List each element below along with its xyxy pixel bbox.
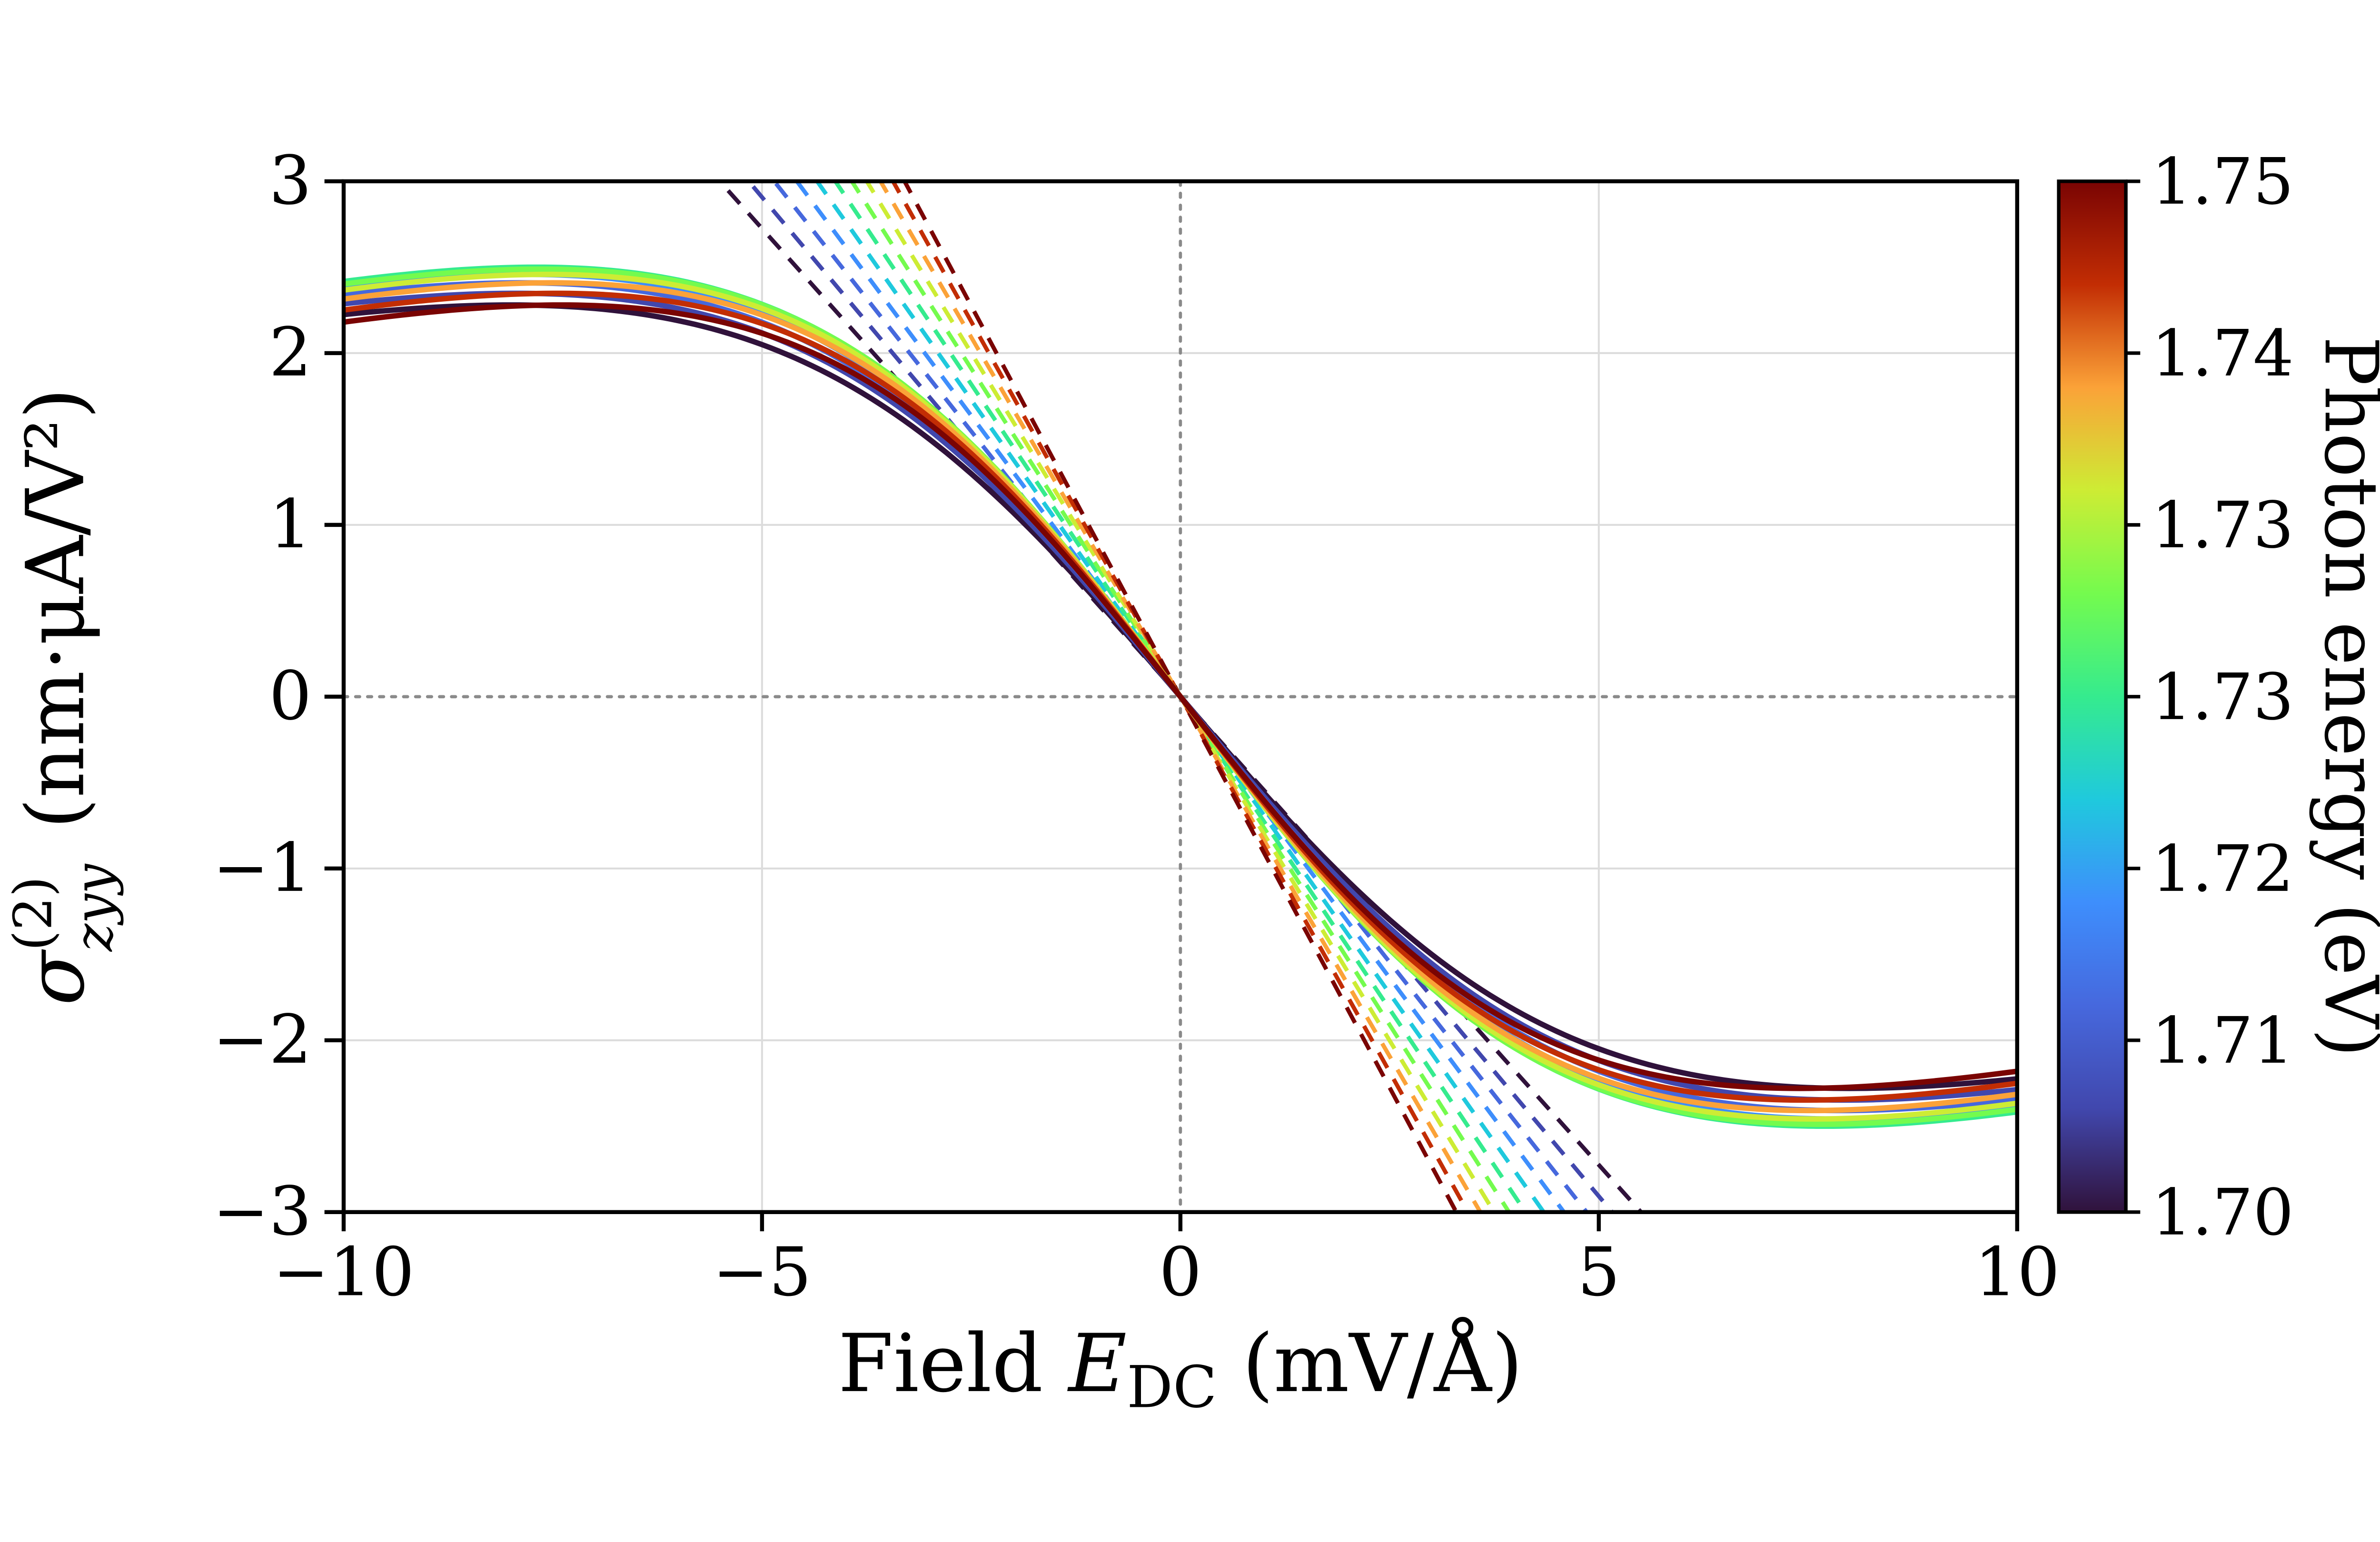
x-tick-label: −10 [273, 1233, 415, 1311]
y-tick-label: 3 [269, 142, 312, 220]
colorbar-label: Photon energy (eV) [2308, 336, 2380, 1057]
y-tick-label: −1 [213, 829, 312, 907]
colorbar-tick-label: 1.72 [2152, 831, 2294, 906]
y-axis-label: σ(2)zyy (nm·μA/V²) [2, 388, 125, 1006]
y-tick-label: −3 [213, 1173, 312, 1251]
x-axis-label: Field EDC (mV/Å) [838, 1316, 1523, 1421]
conductivity-curve [343, 302, 2017, 1091]
colorbar-tick-label: 1.70 [2152, 1175, 2294, 1250]
colorbar: 1.75 1.74 1.73 1.73 1.72 1.71 1.70 Photon energ… [2057, 144, 2380, 1250]
colorbar-tick-label: 1.71 [2152, 1003, 2294, 1078]
y-tick-label: 0 [269, 657, 312, 735]
x-tick-label: −5 [713, 1233, 812, 1311]
y-tick-label: 2 [269, 314, 312, 392]
colorbar-tick-label: 1.74 [2152, 316, 2294, 391]
curves [343, 181, 2017, 1212]
x-tick-label: 5 [1577, 1233, 1620, 1311]
colorbar-tick-label: 1.73 [2152, 660, 2294, 734]
y-tick-label: −2 [213, 1001, 312, 1079]
colorbar-tick-label: 1.75 [2152, 144, 2294, 219]
colorbar-tick-label: 1.73 [2152, 488, 2294, 563]
x-tick-label: 0 [1159, 1233, 1202, 1311]
y-tick-label: 1 [269, 485, 312, 563]
x-tick-label: 10 [1974, 1233, 2060, 1311]
